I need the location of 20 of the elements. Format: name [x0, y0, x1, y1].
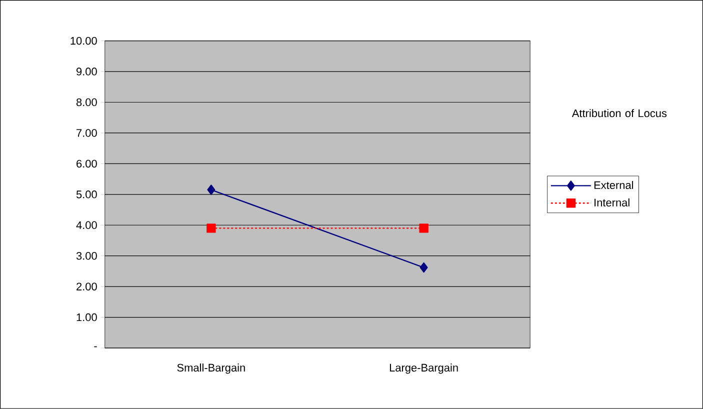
- legend-title: Attribution of Locus: [572, 109, 667, 118]
- y-tick-label: 1.00: [76, 313, 97, 322]
- y-tick-label: 5.00: [76, 190, 97, 198]
- y-tick-label: 9.00: [76, 68, 97, 76]
- y-tick-label: 7.00: [76, 129, 97, 137]
- point: [206, 224, 216, 233]
- y-tick-label: 2.00: [76, 282, 97, 291]
- legend-label: Internal: [594, 198, 630, 207]
- y-tick-label: 6.00: [76, 160, 97, 168]
- y-tick-label: 3.00: [76, 252, 97, 260]
- x-tick-label: Small-Bargain: [177, 364, 245, 374]
- y-tick-label: 10.00: [70, 37, 97, 45]
- point: [419, 224, 428, 233]
- y-tick-label: 8.00: [76, 98, 97, 106]
- legend-label: External: [594, 181, 634, 190]
- point: [207, 184, 216, 195]
- x-tick-label: Large-Bargain: [390, 364, 458, 374]
- point: [420, 262, 428, 273]
- y-tick-label: 4.00: [76, 221, 97, 230]
- y-tick-label: -: [94, 346, 97, 348]
